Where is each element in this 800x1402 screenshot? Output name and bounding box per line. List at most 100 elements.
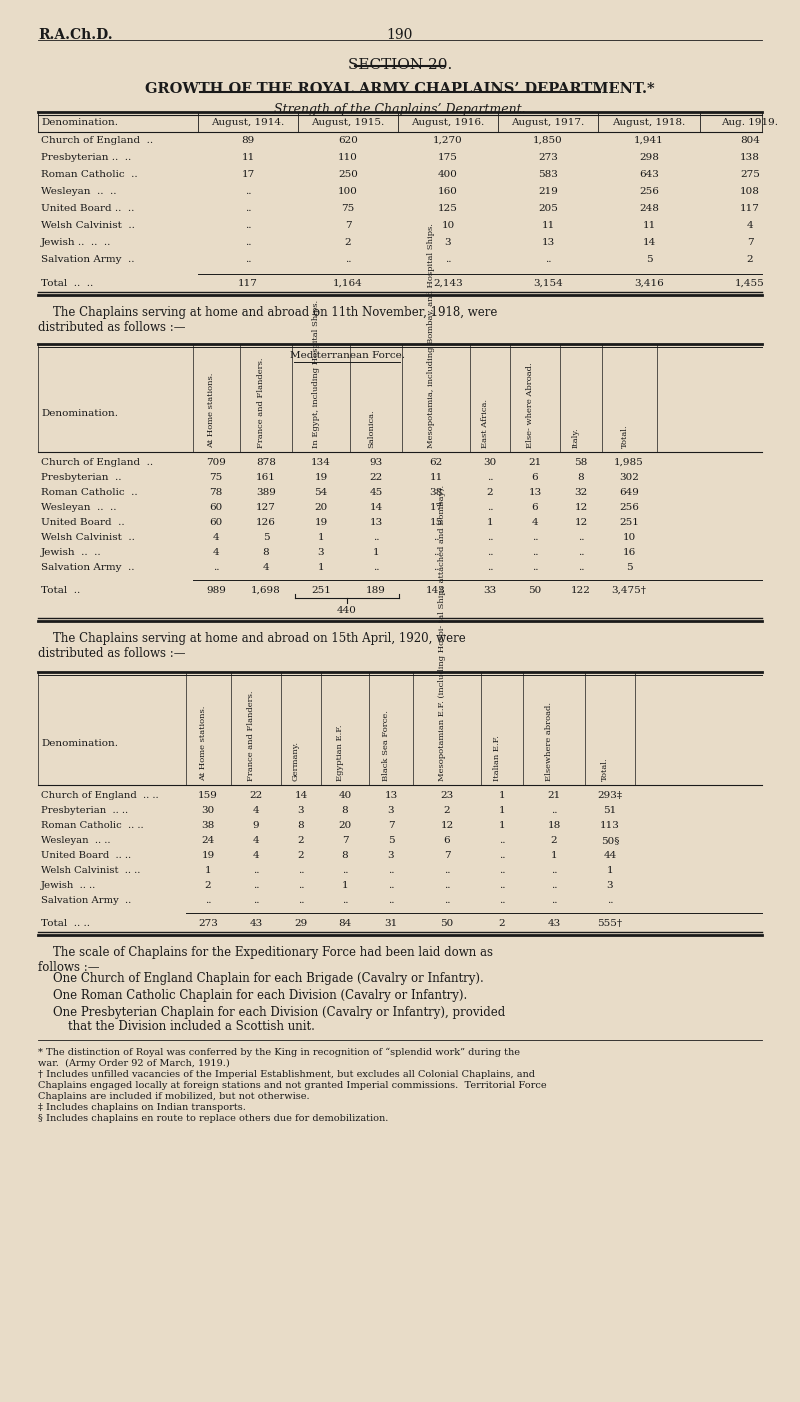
Text: 134: 134: [311, 458, 331, 467]
Text: 12: 12: [574, 503, 588, 512]
Text: One Church of England Chaplain for each Brigade (Cavalry or Infantry).: One Church of England Chaplain for each …: [38, 972, 484, 986]
Text: Total  .. ..: Total .. ..: [41, 918, 90, 928]
Text: 12: 12: [574, 517, 588, 527]
Text: war.  (Army Order 92 of March, 1919.): war. (Army Order 92 of March, 1919.): [38, 1059, 230, 1068]
Text: 117: 117: [238, 279, 258, 287]
Text: 190: 190: [387, 28, 413, 42]
Text: Salvation Army  ..: Salvation Army ..: [41, 255, 134, 264]
Text: 2: 2: [550, 836, 558, 845]
Text: 31: 31: [384, 918, 398, 928]
Text: 11: 11: [430, 472, 442, 482]
Text: ..: ..: [550, 896, 558, 906]
Text: 17: 17: [430, 503, 442, 512]
Text: 58: 58: [574, 458, 588, 467]
Text: ..: ..: [373, 533, 379, 543]
Text: 14: 14: [294, 791, 308, 801]
Text: 1,850: 1,850: [533, 136, 563, 144]
Text: Italy.: Italy.: [572, 428, 580, 449]
Text: ..: ..: [342, 896, 348, 906]
Text: ..: ..: [245, 205, 251, 213]
Text: Welsh Calvinist  .. ..: Welsh Calvinist .. ..: [41, 866, 140, 875]
Text: 3: 3: [445, 238, 451, 247]
Text: 2: 2: [444, 806, 450, 815]
Text: 1: 1: [606, 866, 614, 875]
Text: 43: 43: [547, 918, 561, 928]
Text: 3,475†: 3,475†: [611, 586, 646, 594]
Text: Germany.: Germany.: [292, 742, 300, 781]
Text: 19: 19: [314, 517, 328, 527]
Text: 189: 189: [366, 586, 386, 594]
Text: 3,416: 3,416: [634, 279, 664, 287]
Text: 100: 100: [338, 186, 358, 196]
Text: ..: ..: [498, 866, 506, 875]
Text: 8: 8: [342, 806, 348, 815]
Text: ..: ..: [606, 896, 614, 906]
Text: 4: 4: [253, 836, 259, 845]
Text: 3,154: 3,154: [533, 279, 563, 287]
Text: 2,143: 2,143: [433, 279, 463, 287]
Text: 400: 400: [438, 170, 458, 179]
Text: 2: 2: [486, 488, 494, 496]
Text: 13: 13: [542, 238, 554, 247]
Text: Total.: Total.: [601, 757, 609, 781]
Text: 1: 1: [373, 548, 379, 557]
Text: GROWTH OF THE ROYAL ARMY CHAPLAINS’ DEPARTMENT.*: GROWTH OF THE ROYAL ARMY CHAPLAINS’ DEPA…: [145, 81, 655, 95]
Text: Presbyterian ..  ..: Presbyterian .. ..: [41, 153, 131, 163]
Text: 219: 219: [538, 186, 558, 196]
Text: ..: ..: [444, 896, 450, 906]
Text: United Board ..  ..: United Board .. ..: [41, 205, 134, 213]
Text: 3: 3: [388, 851, 394, 859]
Text: 293‡: 293‡: [598, 791, 622, 801]
Text: Church of England  ..: Church of England ..: [41, 458, 153, 467]
Text: 45: 45: [370, 488, 382, 496]
Text: 19: 19: [202, 851, 214, 859]
Text: August, 1914.: August, 1914.: [211, 118, 285, 128]
Text: 38: 38: [202, 822, 214, 830]
Text: 175: 175: [438, 153, 458, 163]
Text: Jewish ..  ..  ..: Jewish .. .. ..: [41, 238, 111, 247]
Text: 989: 989: [206, 586, 226, 594]
Text: 20: 20: [338, 822, 352, 830]
Text: One Roman Catholic Chaplain for each Division (Cavalry or Infantry).: One Roman Catholic Chaplain for each Div…: [38, 988, 467, 1002]
Text: The scale of Chaplains for the Expeditionary Force had been laid down as
follows: The scale of Chaplains for the Expeditio…: [38, 946, 493, 974]
Text: 113: 113: [600, 822, 620, 830]
Text: At Home stations.: At Home stations.: [199, 705, 207, 781]
Text: Jewish  .. ..: Jewish .. ..: [41, 880, 96, 890]
Text: ..: ..: [578, 564, 584, 572]
Text: 54: 54: [314, 488, 328, 496]
Text: 20: 20: [314, 503, 328, 512]
Text: 878: 878: [256, 458, 276, 467]
Text: 19: 19: [314, 472, 328, 482]
Text: Wesleyan  ..  ..: Wesleyan .. ..: [41, 503, 117, 512]
Text: 205: 205: [538, 205, 558, 213]
Text: The Chaplains serving at home and abroad on 11th November, 1918, were
distribute: The Chaplains serving at home and abroad…: [38, 306, 498, 334]
Text: 6: 6: [532, 472, 538, 482]
Text: 7: 7: [342, 836, 348, 845]
Text: 23: 23: [440, 791, 454, 801]
Text: 4: 4: [253, 806, 259, 815]
Text: ..: ..: [444, 866, 450, 875]
Text: ..: ..: [245, 255, 251, 264]
Text: 709: 709: [206, 458, 226, 467]
Text: At Home stations.: At Home stations.: [207, 373, 215, 449]
Text: 2: 2: [345, 238, 351, 247]
Text: Jewish  ..  ..: Jewish .. ..: [41, 548, 102, 557]
Text: ..: ..: [245, 238, 251, 247]
Text: ..: ..: [433, 533, 439, 543]
Text: Mesopotamia, including Bombay, and Hospital Ships.: Mesopotamia, including Bombay, and Hospi…: [427, 223, 435, 449]
Text: 40: 40: [338, 791, 352, 801]
Text: 6: 6: [444, 836, 450, 845]
Text: 22: 22: [370, 472, 382, 482]
Text: ..: ..: [433, 564, 439, 572]
Text: 22: 22: [250, 791, 262, 801]
Text: Total  ..  ..: Total .. ..: [41, 279, 94, 287]
Text: 275: 275: [740, 170, 760, 179]
Text: 5: 5: [626, 564, 632, 572]
Text: * The distinction of Royal was conferred by the King in recognition of “splendid: * The distinction of Royal was conferred…: [38, 1049, 520, 1057]
Text: 273: 273: [538, 153, 558, 163]
Text: Strength of the Chaplains’ Department.: Strength of the Chaplains’ Department.: [274, 102, 526, 116]
Text: 11: 11: [542, 222, 554, 230]
Text: ..: ..: [253, 866, 259, 875]
Text: Roman Catholic  ..: Roman Catholic ..: [41, 488, 138, 496]
Text: 273: 273: [198, 918, 218, 928]
